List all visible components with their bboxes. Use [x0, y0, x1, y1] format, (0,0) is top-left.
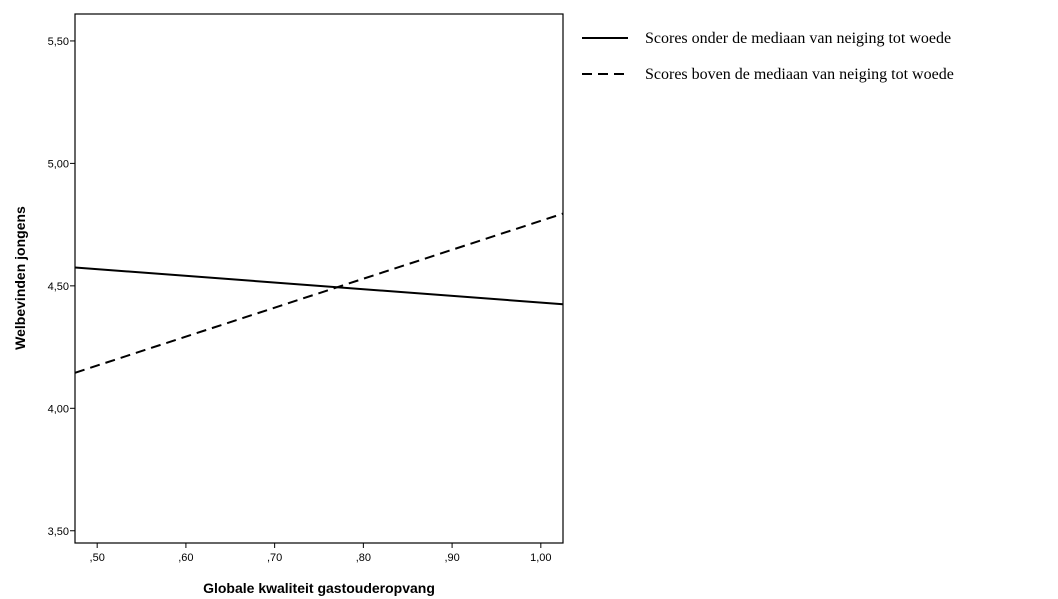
- y-tick-label: 5,00: [48, 158, 69, 170]
- y-tick-label: 5,50: [48, 36, 69, 48]
- series-line-below-median: [74, 266, 564, 306]
- x-tick-label: 1,00: [530, 552, 551, 564]
- x-tick-label: ,90: [444, 552, 459, 564]
- x-tick-label: ,50: [90, 552, 105, 564]
- legend-label: Scores boven de mediaan van neiging tot …: [645, 66, 954, 83]
- x-tick-label: ,80: [356, 552, 371, 564]
- y-tick-label: 4,50: [48, 281, 69, 293]
- y-axis-title: Welbevinden jongens: [12, 206, 28, 350]
- y-tick-label: 3,50: [48, 526, 69, 538]
- series-lines: [74, 212, 564, 374]
- legend: Scores onder de mediaan van neiging tot …: [582, 30, 954, 83]
- x-axis-ticks: ,50 ,60 ,70 ,80 ,90 1,00: [90, 543, 552, 564]
- y-axis-ticks: 3,50 4,00 4,50 5,00 5,50: [48, 36, 75, 538]
- x-axis-title: Globale kwaliteit gastouderopvang: [203, 580, 435, 596]
- series-line-above-median: [74, 212, 564, 374]
- plot-frame: [74, 13, 564, 544]
- x-tick-label: ,70: [267, 552, 282, 564]
- x-tick-label: ,60: [178, 552, 193, 564]
- y-tick-label: 4,00: [48, 403, 69, 415]
- legend-label: Scores onder de mediaan van neiging tot …: [645, 30, 951, 47]
